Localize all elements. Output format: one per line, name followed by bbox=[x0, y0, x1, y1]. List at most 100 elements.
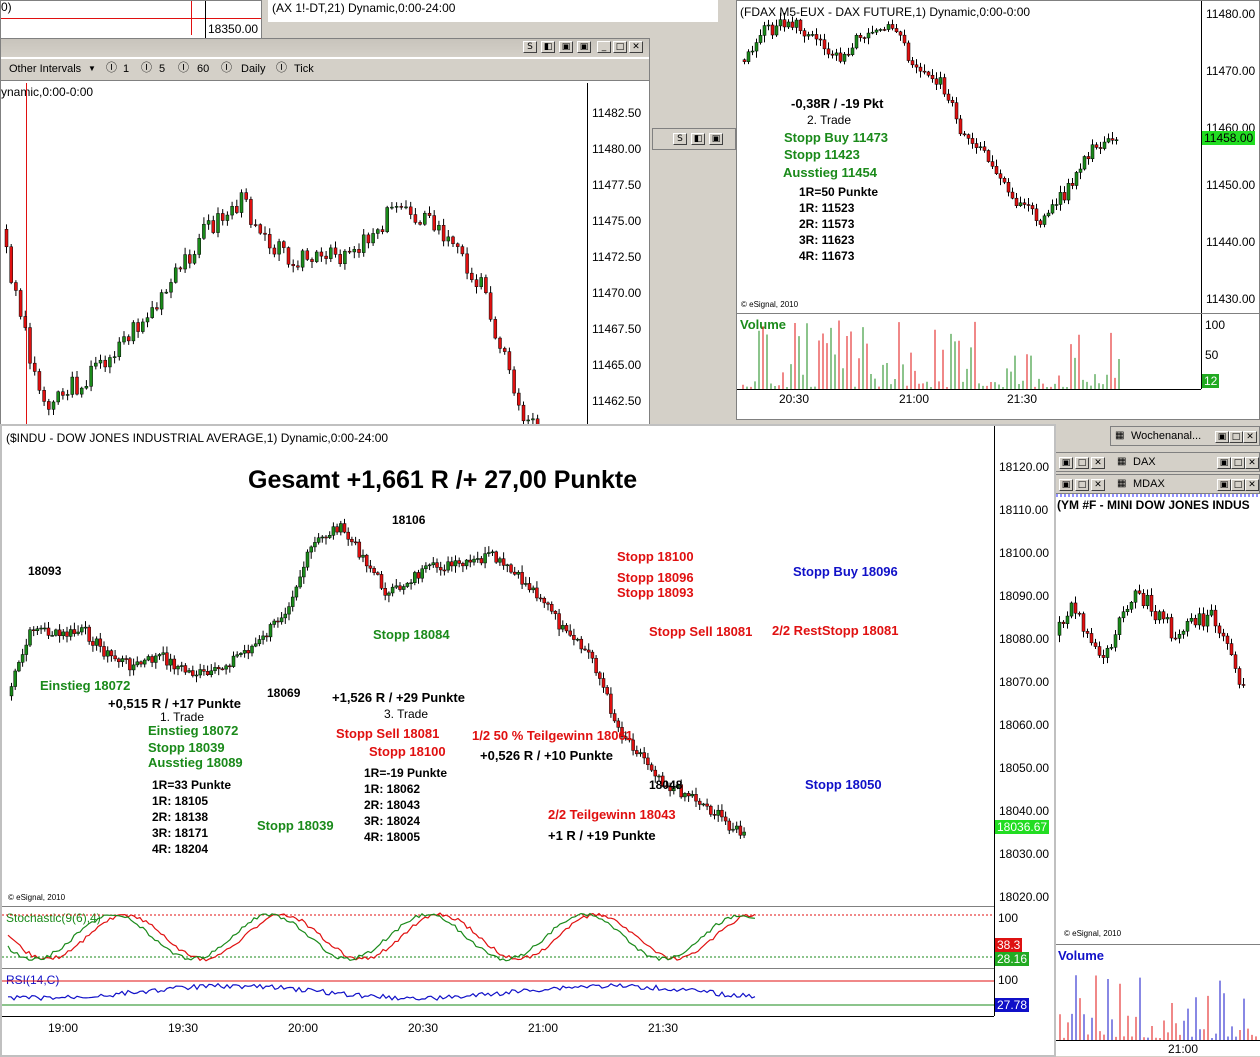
interval-tick-button[interactable]: Tick bbox=[294, 63, 314, 75]
volume-tick: 50 bbox=[1205, 348, 1219, 362]
candle-body bbox=[310, 259, 314, 262]
candle-body bbox=[664, 785, 669, 787]
candle-body bbox=[758, 35, 763, 43]
candle-body bbox=[806, 34, 811, 37]
candle-body bbox=[470, 272, 474, 280]
interval-icon: Ⓘ bbox=[178, 62, 189, 74]
fdax-chart-window[interactable]: (FDAX M5-EUX - DAX FUTURE,1) Dynamic,0:0… bbox=[736, 0, 1260, 420]
close-icon[interactable]: ✕ bbox=[1091, 479, 1105, 491]
maximize-icon[interactable]: □ bbox=[613, 41, 627, 53]
other-intervals-dropdown[interactable]: Other Intervals bbox=[9, 63, 82, 75]
candle-body bbox=[51, 401, 56, 410]
save-icon[interactable]: ▣ bbox=[709, 133, 723, 145]
candle-body bbox=[1141, 593, 1146, 607]
candle-body bbox=[701, 803, 706, 806]
interval-60-button[interactable]: 60 bbox=[197, 63, 210, 75]
candle-body bbox=[542, 598, 547, 604]
close-icon[interactable]: ✕ bbox=[1245, 479, 1259, 491]
candle-body bbox=[723, 816, 728, 822]
stochastic-plot bbox=[2, 912, 994, 962]
candle-body bbox=[1089, 633, 1094, 644]
stopp-18093-marker: Stopp 18093 bbox=[617, 585, 694, 600]
candle-body bbox=[258, 224, 263, 234]
close-icon[interactable]: ✕ bbox=[1245, 457, 1259, 469]
candle-body bbox=[598, 672, 602, 679]
minimize-icon[interactable]: _ bbox=[597, 41, 611, 53]
wochenanalyse-window-bar[interactable]: ▦ Wochenanal... ▣ □ ✕ bbox=[1110, 426, 1260, 446]
candle-body bbox=[183, 665, 188, 673]
candle-body bbox=[404, 206, 408, 209]
candle-body bbox=[333, 247, 338, 255]
close-icon[interactable]: ✕ bbox=[1091, 457, 1105, 469]
teilgewinn2-marker: 2/2 Teilgewinn 18043 bbox=[548, 807, 676, 822]
x-tick: 21:00 bbox=[1168, 1042, 1199, 1056]
candle-body bbox=[253, 643, 258, 647]
interval-1-button[interactable]: 1 bbox=[123, 63, 130, 75]
restore-icon[interactable]: ▣ bbox=[1215, 431, 1229, 443]
candle-body bbox=[770, 24, 775, 36]
y-tick: 18040.00 bbox=[999, 804, 1050, 818]
interval-5-button[interactable]: 5 bbox=[159, 63, 166, 75]
left-chart-window[interactable]: S ◧ ▣ ▣ _ □ ✕ Other Intervals ▼ Ⓘ 1 Ⓘ 5 … bbox=[0, 38, 650, 430]
link-icon[interactable]: S bbox=[523, 41, 537, 53]
close-icon[interactable]: ✕ bbox=[1243, 431, 1257, 443]
restore-icon[interactable]: ▣ bbox=[577, 41, 591, 53]
candle-body bbox=[846, 53, 851, 56]
restore-icon[interactable]: ▣ bbox=[1059, 479, 1073, 491]
interval-daily-button[interactable]: Daily bbox=[241, 63, 266, 75]
candle-body bbox=[291, 264, 295, 267]
candle-body bbox=[716, 809, 720, 816]
maximize-icon[interactable]: □ bbox=[1075, 457, 1089, 469]
restore-icon[interactable]: ▣ bbox=[1217, 457, 1231, 469]
candle-body bbox=[83, 626, 88, 629]
window-titlebar[interactable]: S ◧ ▣ ▣ _ □ ✕ bbox=[1, 39, 649, 57]
candle-body bbox=[225, 214, 230, 221]
candle-body bbox=[265, 635, 269, 638]
maximize-icon[interactable]: □ bbox=[1075, 479, 1089, 491]
candle-body bbox=[437, 225, 441, 231]
candle-body bbox=[512, 571, 517, 575]
copyright: © eSignal, 2010 bbox=[8, 893, 66, 902]
ym-chart[interactable]: (YM #F - MINI DOW JONES INDUS © eSignal,… bbox=[1056, 494, 1260, 1056]
candle-body bbox=[124, 658, 128, 660]
volume-histogram bbox=[1059, 975, 1257, 1040]
chevron-down-icon[interactable]: ▼ bbox=[88, 64, 96, 73]
restore-icon[interactable]: ▣ bbox=[1217, 479, 1231, 491]
chart-icon[interactable]: ◧ bbox=[691, 133, 705, 145]
maximize-icon[interactable]: □ bbox=[1229, 431, 1243, 443]
save-icon[interactable]: ▣ bbox=[559, 41, 573, 53]
dax-window-bar[interactable]: ▣ □ ✕ ▦ DAX ▣ □ ✕ bbox=[1054, 452, 1260, 472]
candle-body bbox=[502, 348, 507, 352]
candle-body bbox=[464, 559, 469, 567]
candle-body bbox=[962, 133, 967, 136]
maximize-icon[interactable]: □ bbox=[1231, 479, 1245, 491]
candle-body bbox=[357, 249, 361, 253]
chart-icon[interactable]: ◧ bbox=[541, 41, 555, 53]
link-icon[interactable]: S bbox=[673, 133, 687, 145]
candle-body bbox=[822, 39, 827, 50]
copyright: © eSignal, 2010 bbox=[741, 300, 799, 309]
candle-body bbox=[1046, 212, 1051, 217]
mdax-window-bar[interactable]: ▣ □ ✕ ▦ MDAX ▣ □ ✕ bbox=[1054, 474, 1260, 494]
candle-body bbox=[126, 336, 131, 342]
candle-body bbox=[91, 641, 95, 646]
candle-body bbox=[1102, 141, 1107, 149]
candle-body bbox=[1057, 621, 1062, 636]
candle-body bbox=[1153, 611, 1158, 621]
candle-body bbox=[282, 241, 286, 248]
candle-body bbox=[1193, 617, 1198, 626]
candle-body bbox=[970, 138, 975, 144]
restore-icon[interactable]: ▣ bbox=[1059, 457, 1073, 469]
indu-chart-window[interactable]: ($INDU - DOW JONES INDUSTRIAL AVERAGE,1)… bbox=[0, 424, 1056, 1057]
teilgewinn1-marker: 1/2 50 % Teilgewinn 18061 bbox=[472, 728, 633, 743]
candle-body bbox=[176, 665, 180, 670]
minimized-window-bar[interactable]: S ◧ ▣ bbox=[652, 128, 736, 150]
candle-body bbox=[1241, 684, 1246, 686]
candle-body bbox=[750, 50, 755, 53]
maximize-icon[interactable]: □ bbox=[1231, 457, 1245, 469]
candle-body bbox=[507, 351, 512, 371]
close-icon[interactable]: ✕ bbox=[629, 41, 643, 53]
indicator-line bbox=[7, 912, 756, 962]
candle-body bbox=[842, 53, 847, 62]
candle-body bbox=[31, 629, 36, 631]
